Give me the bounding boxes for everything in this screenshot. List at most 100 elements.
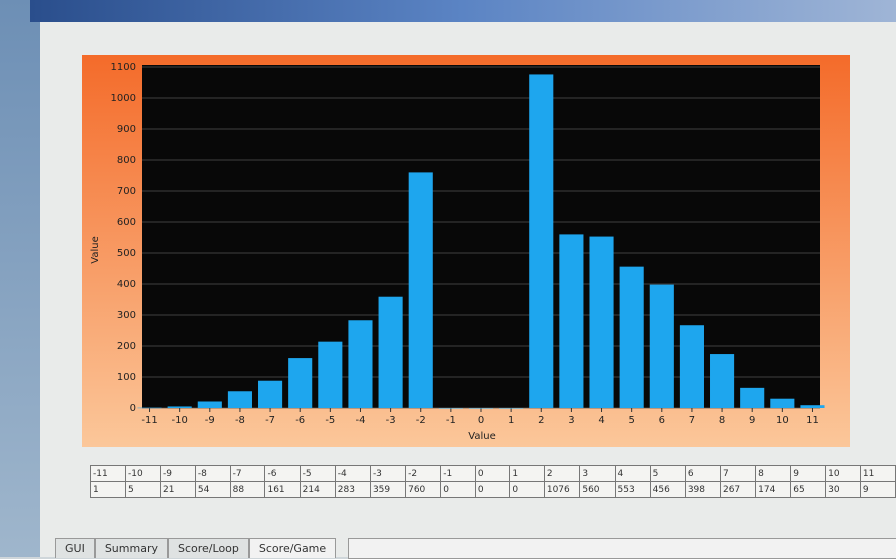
table-cell: 5 [650, 466, 685, 482]
table-cell: 760 [406, 482, 441, 498]
table-cell: 30 [826, 482, 861, 498]
table-cell: 0 [475, 466, 509, 482]
table-cell: 359 [370, 482, 405, 498]
table-cell: 0 [441, 482, 476, 498]
bar [318, 342, 342, 408]
x-tick-label: -4 [355, 415, 365, 426]
table-cell: 2 [544, 466, 580, 482]
bar [137, 408, 161, 409]
bar [198, 401, 222, 408]
table-cell: 553 [615, 482, 650, 498]
bar [740, 388, 764, 408]
y-tick-label: 900 [117, 124, 136, 135]
table-cell: 8 [756, 466, 791, 482]
y-tick-label: 600 [117, 217, 136, 228]
y-tick-label: 400 [117, 279, 136, 290]
y-tick-label: 1000 [111, 93, 136, 104]
bar [529, 74, 553, 408]
table-cell: 5 [126, 482, 161, 498]
table-cell: -7 [230, 466, 265, 482]
y-tick-label: 100 [117, 372, 136, 383]
table-row: -11-10-9-8-7-6-5-4-3-2-101234567891011 [91, 466, 896, 482]
table-cell: 7 [720, 466, 755, 482]
table-cell: -6 [265, 466, 300, 482]
table-cell: 560 [580, 482, 615, 498]
x-tick-label: -6 [295, 415, 305, 426]
x-tick-label: -10 [171, 415, 187, 426]
y-tick-label: 700 [117, 186, 136, 197]
x-tick-label: 3 [568, 415, 574, 426]
tab[interactable]: Score/Game [249, 538, 336, 558]
x-tick-label: 1 [508, 415, 514, 426]
bar [800, 405, 824, 408]
x-tick-label: -8 [235, 415, 245, 426]
bar [168, 406, 192, 408]
table-cell: 6 [685, 466, 720, 482]
x-tick-label: 8 [719, 415, 725, 426]
table-cell: 0 [510, 482, 544, 498]
table-cell: 21 [161, 482, 196, 498]
table-cell: 54 [195, 482, 230, 498]
table-cell: 1 [510, 466, 544, 482]
y-tick-label: 0 [130, 403, 136, 414]
bar [469, 408, 493, 409]
bar [379, 297, 403, 408]
x-tick-label: -7 [265, 415, 275, 426]
tab[interactable]: Score/Loop [168, 538, 249, 558]
table-cell: -3 [370, 466, 405, 482]
table-cell: 1076 [544, 482, 580, 498]
x-tick-label: 11 [806, 415, 819, 426]
x-tick-label: 4 [598, 415, 604, 426]
x-tick-label: -11 [141, 415, 157, 426]
table-cell: 0 [475, 482, 509, 498]
table-cell: 456 [650, 482, 685, 498]
table-cell: 1 [91, 482, 126, 498]
x-tick-label: 6 [659, 415, 665, 426]
table-cell: -5 [300, 466, 335, 482]
table-cell: -1 [441, 466, 476, 482]
table-cell: 267 [720, 482, 755, 498]
y-tick-label: 500 [117, 248, 136, 259]
x-tick-label: 2 [538, 415, 544, 426]
bar [650, 285, 674, 408]
data-table: -11-10-9-8-7-6-5-4-3-2-10123456789101115… [90, 465, 896, 498]
bar [258, 381, 282, 408]
x-tick-label: -2 [416, 415, 426, 426]
table-cell: 11 [860, 466, 895, 482]
x-tick-label: -3 [386, 415, 396, 426]
table-cell: 9 [791, 466, 826, 482]
x-tick-label: -5 [325, 415, 335, 426]
bar [680, 325, 704, 408]
bar [409, 172, 433, 408]
table-cell: 398 [685, 482, 720, 498]
tab[interactable]: GUI [55, 538, 95, 558]
table-cell: -4 [335, 466, 370, 482]
x-tick-label: 5 [628, 415, 634, 426]
table-cell: -10 [126, 466, 161, 482]
bar [620, 267, 644, 408]
tab[interactable]: Summary [95, 538, 168, 558]
status-box [348, 538, 896, 559]
y-tick-label: 200 [117, 341, 136, 352]
table-cell: 3 [580, 466, 615, 482]
bar [589, 237, 613, 408]
y-tick-label: 300 [117, 310, 136, 321]
table-cell: 4 [615, 466, 650, 482]
y-axis-title: Value [90, 236, 101, 263]
screen: Value Value 0100200300400500600700800900… [0, 0, 896, 557]
bar [439, 408, 463, 409]
table-cell: -8 [195, 466, 230, 482]
table-cell: 214 [300, 482, 335, 498]
bar [710, 354, 734, 408]
bar [499, 408, 523, 409]
bar [228, 391, 252, 408]
x-tick-label: 0 [478, 415, 484, 426]
table-cell: -2 [406, 466, 441, 482]
bar [348, 320, 372, 408]
x-tick-label: 9 [749, 415, 755, 426]
table-cell: 65 [791, 482, 826, 498]
table-cell: 283 [335, 482, 370, 498]
table-cell: 174 [756, 482, 791, 498]
x-tick-label: -1 [446, 415, 456, 426]
